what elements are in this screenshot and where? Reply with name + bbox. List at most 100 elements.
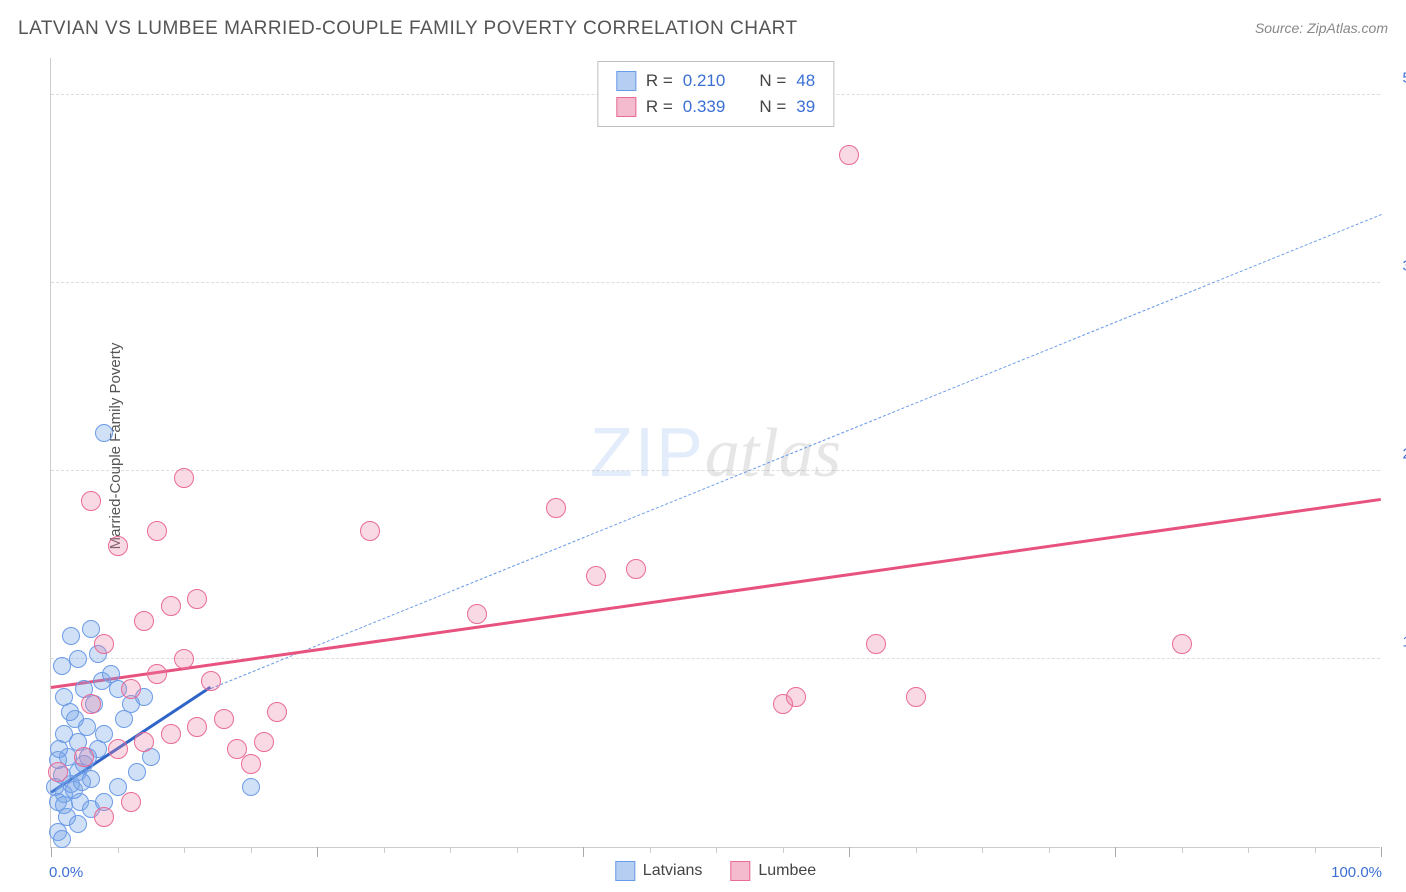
data-point [187, 717, 207, 737]
gridline-h [51, 282, 1380, 283]
x-tick-minor [1315, 847, 1316, 853]
data-point [267, 702, 287, 722]
x-tick-minor [1049, 847, 1050, 853]
x-tick-minor [1182, 847, 1183, 853]
legend-swatch [615, 861, 635, 881]
x-tick-major [849, 847, 850, 857]
data-point [174, 649, 194, 669]
swatch-lumbee [616, 97, 636, 117]
gridline-h [51, 470, 1380, 471]
data-point [115, 710, 133, 728]
data-point [546, 498, 566, 518]
data-point [174, 468, 194, 488]
legend-r-label: R = [646, 68, 673, 94]
swatch-latvians [616, 71, 636, 91]
data-point [61, 703, 79, 721]
x-tick-minor [783, 847, 784, 853]
data-point [786, 687, 806, 707]
data-point [121, 679, 141, 699]
data-point [108, 536, 128, 556]
data-point [102, 665, 120, 683]
x-tick-major [317, 847, 318, 857]
data-point [360, 521, 380, 541]
x-axis-end-label: 100.0% [1331, 864, 1382, 881]
x-tick-minor [251, 847, 252, 853]
x-tick-minor [517, 847, 518, 853]
data-point [906, 687, 926, 707]
legend-n-value-latvians: 48 [796, 68, 815, 94]
legend-swatch [730, 861, 750, 881]
x-tick-minor [384, 847, 385, 853]
data-point [161, 724, 181, 744]
x-tick-minor [184, 847, 185, 853]
legend-n-label: N = [759, 94, 786, 120]
legend-row-latvians: R = 0.210 N = 48 [616, 68, 815, 94]
legend-n-value-lumbee: 39 [796, 94, 815, 120]
data-point [241, 754, 261, 774]
x-tick-minor [650, 847, 651, 853]
chart-title: LATVIAN VS LUMBEE MARRIED-COUPLE FAMILY … [18, 18, 798, 40]
y-tick-label: 12.5% [1385, 633, 1406, 650]
x-tick-minor [982, 847, 983, 853]
y-tick-label: 50.0% [1385, 69, 1406, 86]
data-point [69, 815, 87, 833]
correlation-legend: R = 0.210 N = 48 R = 0.339 N = 39 [597, 61, 834, 127]
x-tick-major [1381, 847, 1382, 857]
data-point [81, 694, 101, 714]
data-point [626, 559, 646, 579]
data-point [94, 807, 114, 827]
data-point [214, 709, 234, 729]
data-point [50, 740, 68, 758]
legend-r-value-latvians: 0.210 [683, 68, 726, 94]
data-point [187, 589, 207, 609]
data-point [94, 634, 114, 654]
data-point [62, 627, 80, 645]
data-point [866, 634, 886, 654]
y-tick-label: 25.0% [1385, 445, 1406, 462]
data-point [839, 145, 859, 165]
data-point [147, 664, 167, 684]
data-point [73, 773, 91, 791]
data-point [161, 596, 181, 616]
data-point [95, 424, 113, 442]
watermark-part1: ZIP [590, 413, 705, 491]
data-point [467, 604, 487, 624]
data-point [586, 566, 606, 586]
source-attribution: Source: ZipAtlas.com [1255, 20, 1388, 36]
x-tick-major [1115, 847, 1116, 857]
watermark: ZIPatlas [590, 412, 841, 494]
data-point [242, 778, 260, 796]
x-tick-major [583, 847, 584, 857]
legend-label: Lumbee [758, 862, 816, 880]
data-point [1172, 634, 1192, 654]
data-point [201, 671, 221, 691]
data-point [121, 792, 141, 812]
legend-item: Latvians [615, 861, 703, 881]
scatter-plot-area: ZIPatlas R = 0.210 N = 48 R = 0.339 N = … [50, 58, 1380, 848]
x-tick-minor [1248, 847, 1249, 853]
x-tick-minor [916, 847, 917, 853]
data-point [78, 718, 96, 736]
data-point [48, 762, 68, 782]
x-tick-minor [716, 847, 717, 853]
data-point [69, 650, 87, 668]
data-point [134, 611, 154, 631]
x-tick-major [51, 847, 52, 857]
y-tick-label: 37.5% [1385, 257, 1406, 274]
trend-line [51, 498, 1381, 689]
legend-r-value-lumbee: 0.339 [683, 94, 726, 120]
data-point [74, 747, 94, 767]
data-point [128, 763, 146, 781]
legend-r-label: R = [646, 94, 673, 120]
x-axis-start-label: 0.0% [49, 864, 83, 881]
data-point [53, 830, 71, 848]
data-point [108, 739, 128, 759]
x-tick-minor [118, 847, 119, 853]
trend-line [210, 214, 1381, 689]
data-point [254, 732, 274, 752]
data-point [134, 732, 154, 752]
series-legend: Latvians Lumbee [615, 861, 816, 881]
legend-label: Latvians [643, 862, 703, 880]
data-point [81, 491, 101, 511]
data-point [147, 521, 167, 541]
